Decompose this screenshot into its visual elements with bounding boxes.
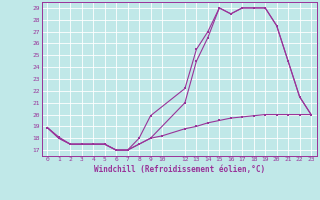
X-axis label: Windchill (Refroidissement éolien,°C): Windchill (Refroidissement éolien,°C) (94, 165, 265, 174)
